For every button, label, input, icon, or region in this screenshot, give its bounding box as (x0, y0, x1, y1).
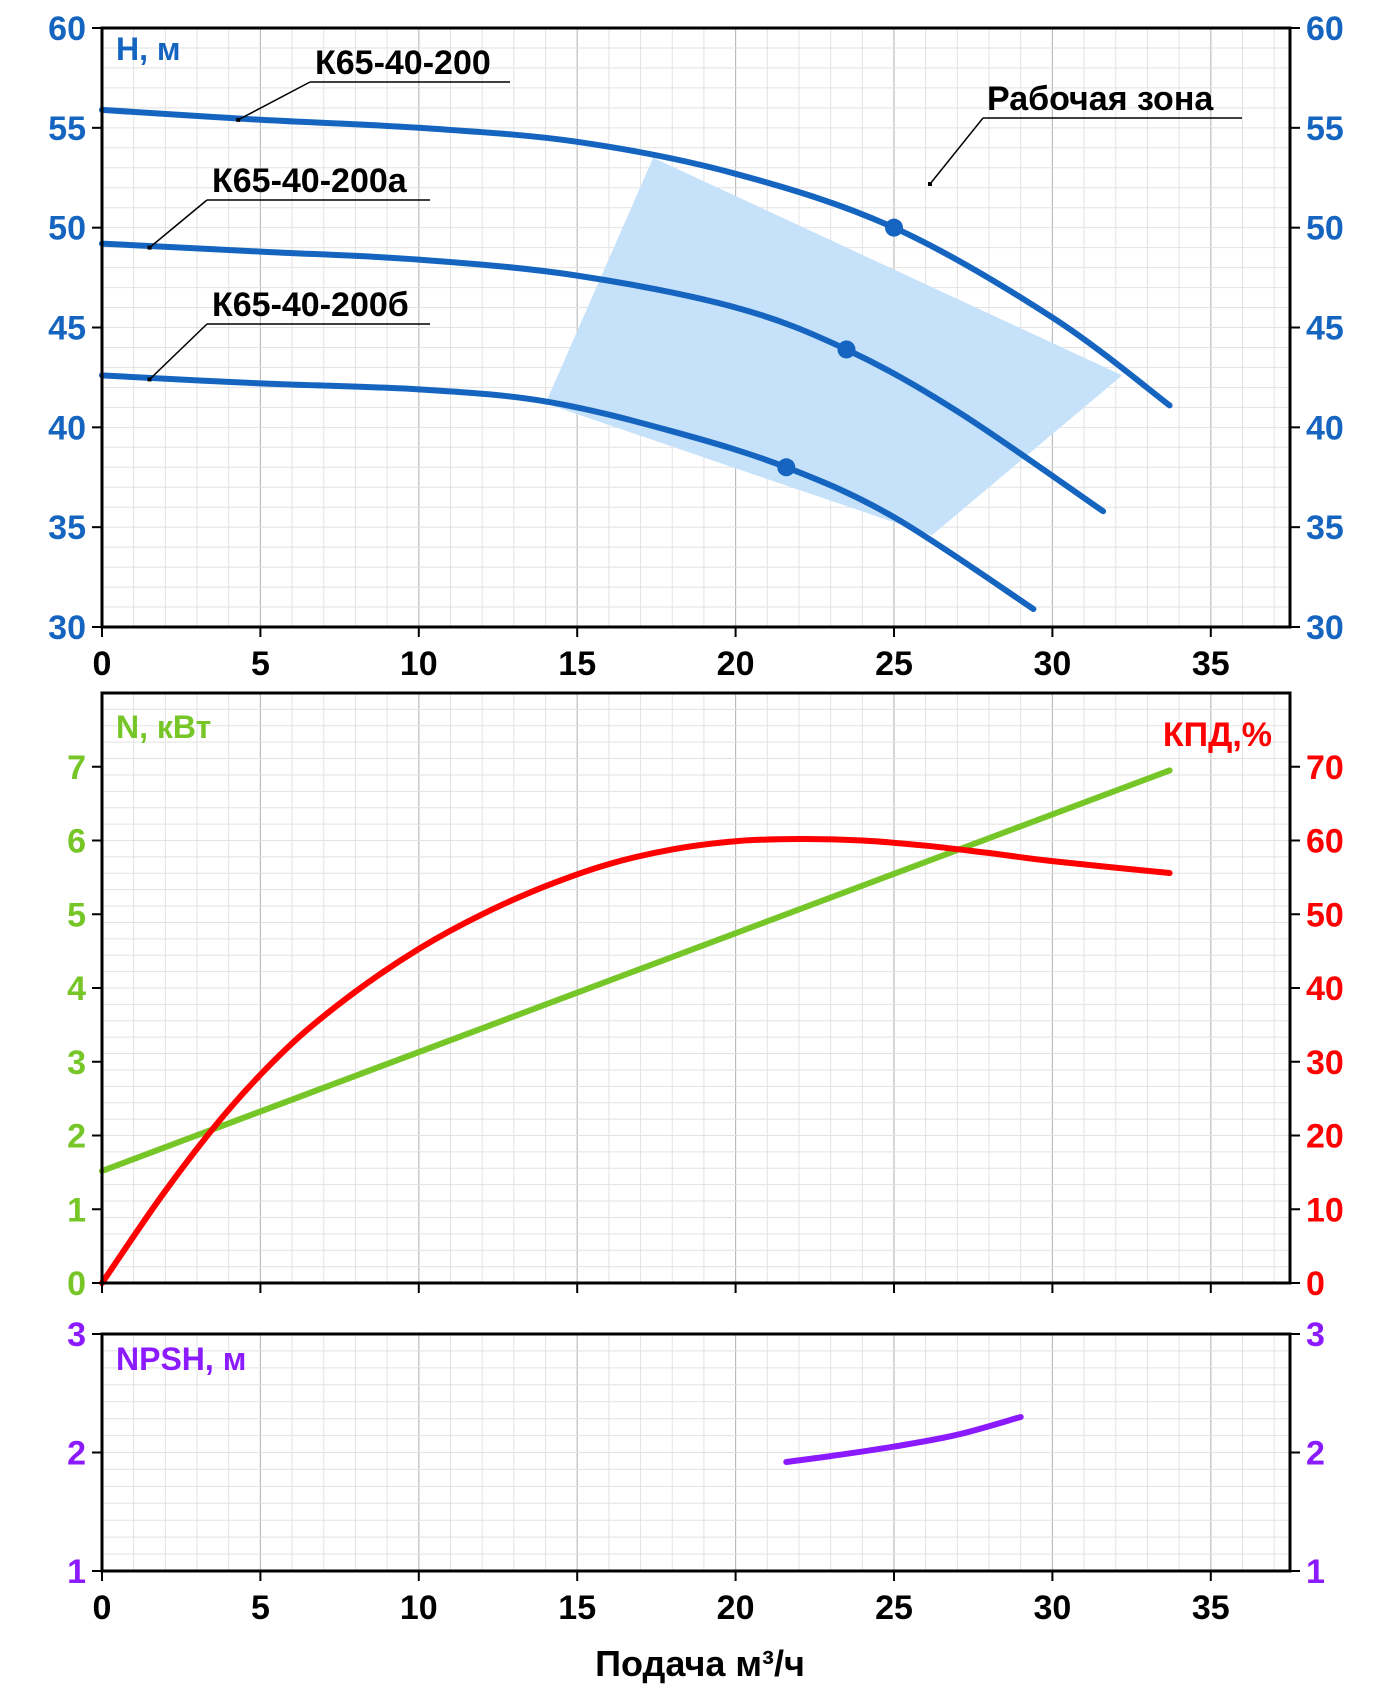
series-label-0: К65-40-200 (315, 44, 491, 82)
power-y-tick-label: 7 (67, 749, 86, 787)
head-y-tick-label-right: 60 (1306, 10, 1344, 48)
power-y-tick-label: 5 (67, 896, 86, 934)
series-label-leader-1 (149, 199, 208, 249)
npsh-x-tick-label: 5 (251, 1589, 270, 1627)
power-y-tick-label: 2 (67, 1118, 86, 1156)
head-y-tick-label-right: 30 (1306, 609, 1344, 647)
efficiency-axis-label: КПД,% (1163, 716, 1272, 754)
power-y-tick-label: 3 (67, 1044, 86, 1082)
working-zone-leader-dot (928, 182, 932, 186)
power-grid (101, 692, 1290, 1284)
head-x-tick-label: 25 (875, 645, 913, 683)
head-x-tick-label: 0 (93, 645, 112, 683)
npsh-y-tick-label-right: 3 (1306, 1316, 1325, 1354)
efficiency-y-tick-label-right: 40 (1306, 970, 1344, 1008)
power-curve (99, 767, 1173, 1174)
efficiency-y-tick-label-right: 10 (1306, 1191, 1344, 1229)
head-y-tick-label-right: 45 (1306, 310, 1344, 348)
head-y-tick-label-right: 50 (1306, 210, 1344, 248)
npsh-x-tick-label: 15 (558, 1589, 596, 1627)
npsh-x-tick-label: 0 (93, 1589, 112, 1627)
power-axis-label: N, кВт (116, 709, 211, 745)
head-x-tick-label: 5 (251, 645, 270, 683)
x-axis-label: Подача м³/ч (595, 1643, 805, 1684)
head-x-tick-label: 10 (400, 645, 438, 683)
head-x-tick-label: 20 (717, 645, 755, 683)
working-zone-label: Рабочая зона (987, 80, 1214, 118)
npsh-y-tick-label: 2 (67, 1435, 86, 1473)
head-x-tick-label: 15 (558, 645, 596, 683)
series-label-2: К65-40-200б (212, 286, 409, 324)
power-y-tick-label: 1 (67, 1191, 86, 1229)
series-label-leader-dot-0 (236, 117, 241, 122)
npsh-y-tick-label: 3 (67, 1316, 86, 1354)
npsh-y-tick-label: 1 (67, 1553, 86, 1591)
duty-point-marker-1 (837, 340, 856, 359)
efficiency-y-tick-label-right: 70 (1306, 749, 1344, 787)
head-y-tick-label: 45 (48, 310, 86, 348)
head-y-tick-label-right: 35 (1306, 509, 1344, 547)
efficiency-y-tick-label-right: 20 (1306, 1118, 1344, 1156)
efficiency-y-tick-label-right: 30 (1306, 1044, 1344, 1082)
power-y-tick-label: 6 (67, 823, 86, 861)
head-y-tick-label: 35 (48, 509, 86, 547)
working-zone-leader (929, 117, 984, 185)
head-y-tick-label: 60 (48, 10, 86, 48)
power-y-tick-label: 0 (67, 1265, 86, 1303)
npsh-x-tick-label: 20 (717, 1589, 755, 1627)
head-curve-2 (99, 372, 1037, 612)
efficiency-curve (99, 835, 1173, 1286)
head-y-tick-label-right: 55 (1306, 110, 1344, 148)
series-label-leader-0 (237, 81, 311, 121)
npsh-x-tick-label: 25 (875, 1589, 913, 1627)
npsh-axis-label: NPSH, м (116, 1341, 246, 1377)
npsh-x-tick-label: 35 (1192, 1589, 1230, 1627)
series-label-1: К65-40-200а (212, 162, 408, 200)
efficiency-y-tick-label-right: 0 (1306, 1265, 1325, 1303)
head-y-tick-label-right: 40 (1306, 409, 1344, 447)
head-x-tick-label: 30 (1033, 645, 1071, 683)
series-label-leader-dot-1 (147, 245, 152, 250)
series-label-leader-2 (148, 323, 208, 380)
power-y-tick-label: 4 (67, 970, 86, 1008)
npsh-curve (783, 1414, 1024, 1465)
head-curve-1 (99, 240, 1107, 515)
head-axis-label: H, м (116, 31, 181, 67)
head-y-tick-label: 55 (48, 110, 86, 148)
efficiency-y-tick-label-right: 60 (1306, 823, 1344, 861)
npsh-grid (101, 1333, 1290, 1572)
efficiency-y-tick-label-right: 50 (1306, 896, 1344, 934)
duty-point-marker-2 (777, 458, 796, 477)
head-y-tick-label: 30 (48, 609, 86, 647)
npsh-x-tick-label: 30 (1033, 1589, 1071, 1627)
head-y-tick-label: 40 (48, 409, 86, 447)
head-x-tick-label: 35 (1192, 645, 1230, 683)
npsh-y-tick-label-right: 1 (1306, 1553, 1325, 1591)
series-label-leader-dot-2 (147, 377, 152, 382)
head-curve-0 (99, 106, 1173, 409)
npsh-y-tick-label-right: 2 (1306, 1435, 1325, 1473)
head-y-tick-label: 50 (48, 210, 86, 248)
npsh-x-tick-label: 10 (400, 1589, 438, 1627)
duty-point-marker-0 (885, 218, 903, 237)
